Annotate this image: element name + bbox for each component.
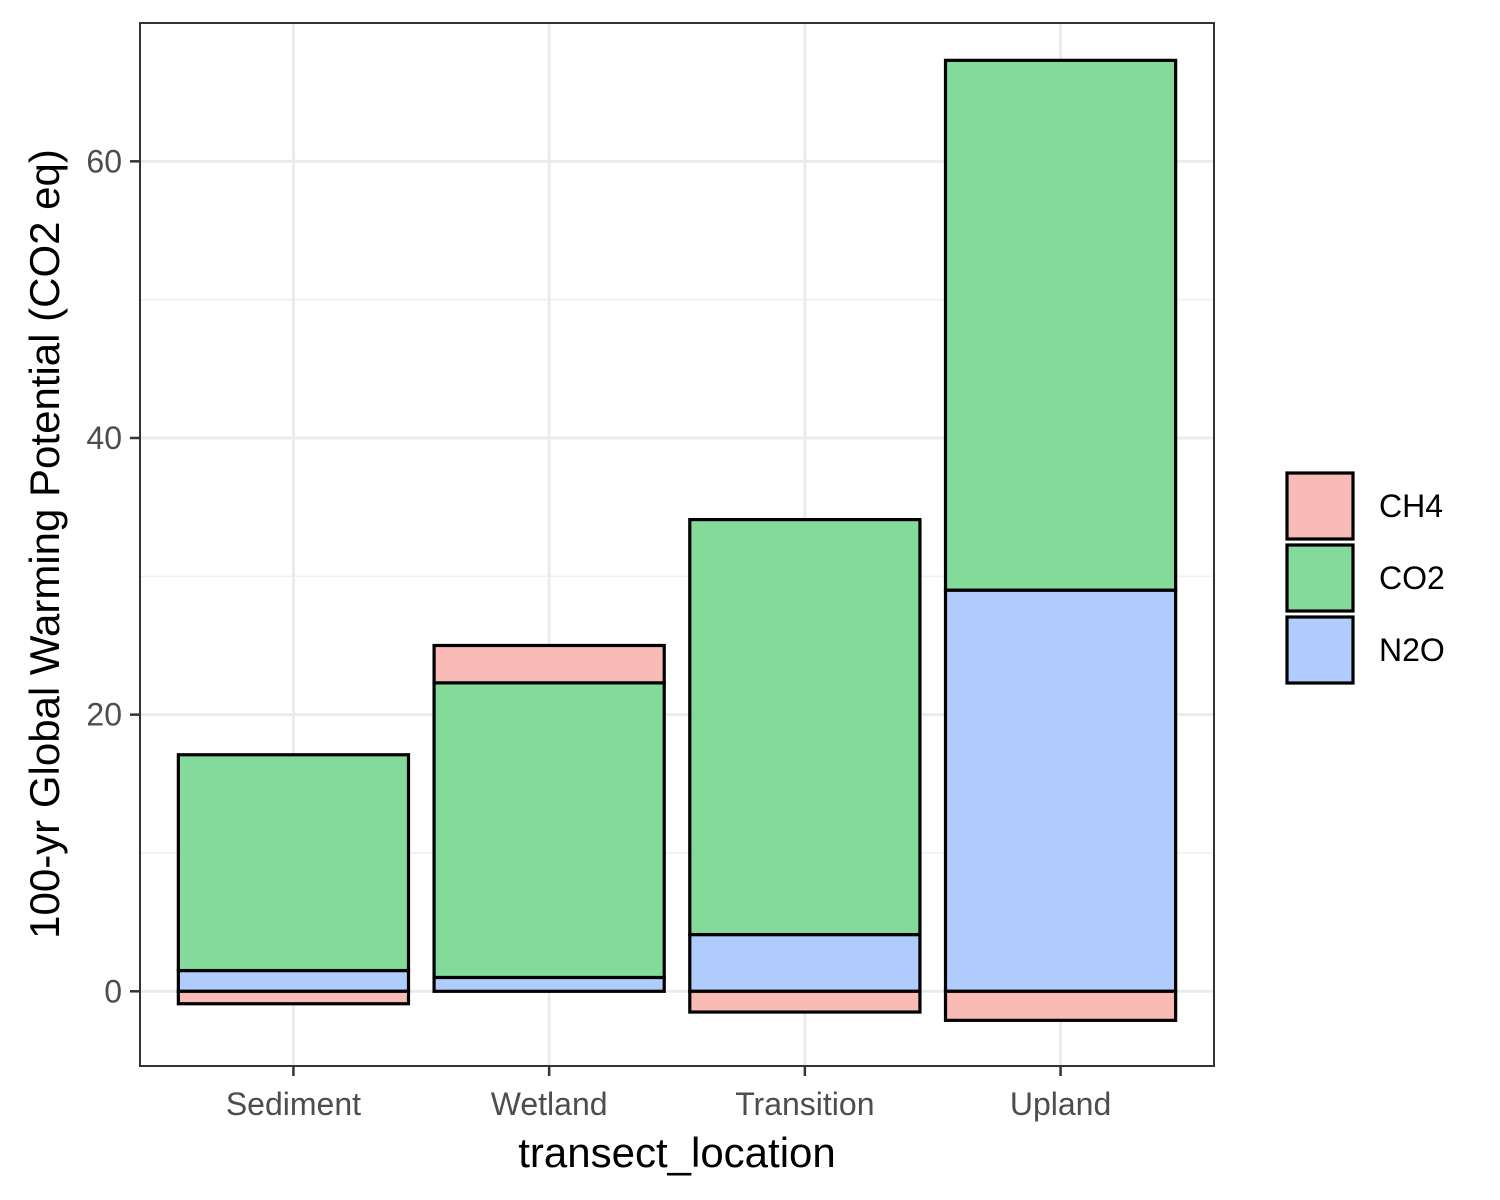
legend-key-ch4: [1285, 471, 1355, 541]
legend-label-co2: CO2: [1379, 560, 1445, 596]
bar-wetland-n2o: [432, 975, 666, 993]
bar-wetland-ch4: [432, 643, 666, 685]
plot-panel: [139, 22, 1215, 1067]
bar-wetland-co2: [432, 681, 666, 980]
y-axis-title: 100-yr Global Warming Potential (CO2 eq): [21, 149, 68, 939]
bar-upland-ch4: [943, 989, 1178, 1022]
bar-upland-n2o: [943, 588, 1178, 993]
y-tick-label: 60: [86, 143, 122, 179]
panel-border: [139, 22, 1215, 1067]
x-axis-title: transect_location: [518, 1129, 836, 1176]
legend: CH4 CO2 N2O: [1285, 471, 1445, 685]
bars: [176, 58, 1178, 1022]
x-tick-label: Transition: [735, 1086, 874, 1122]
x-tick-label: Upland: [1010, 1086, 1111, 1122]
y-tick-label: 40: [86, 420, 122, 456]
bar-transition-co2: [688, 518, 922, 937]
legend-label-ch4: CH4: [1379, 488, 1443, 524]
x-tick-label: Sediment: [226, 1086, 361, 1122]
legend-key-n2o: [1285, 615, 1355, 685]
bar-transition-ch4: [688, 989, 922, 1014]
y-tick-label: 0: [104, 973, 122, 1009]
bar-sediment-ch4: [176, 989, 411, 1006]
x-axis: Sediment Wetland Transition Upland: [226, 1066, 1111, 1122]
legend-key-co2: [1285, 543, 1355, 613]
bar-sediment-co2: [176, 753, 411, 973]
legend-label-n2o: N2O: [1379, 632, 1445, 668]
y-tick-label: 20: [86, 697, 122, 733]
y-axis: 0 20 40 60: [86, 143, 140, 1009]
x-tick-label: Wetland: [491, 1086, 608, 1122]
bar-upland-co2: [943, 58, 1178, 592]
bar-transition-n2o: [688, 932, 922, 993]
bar-sediment-n2o: [176, 968, 411, 993]
